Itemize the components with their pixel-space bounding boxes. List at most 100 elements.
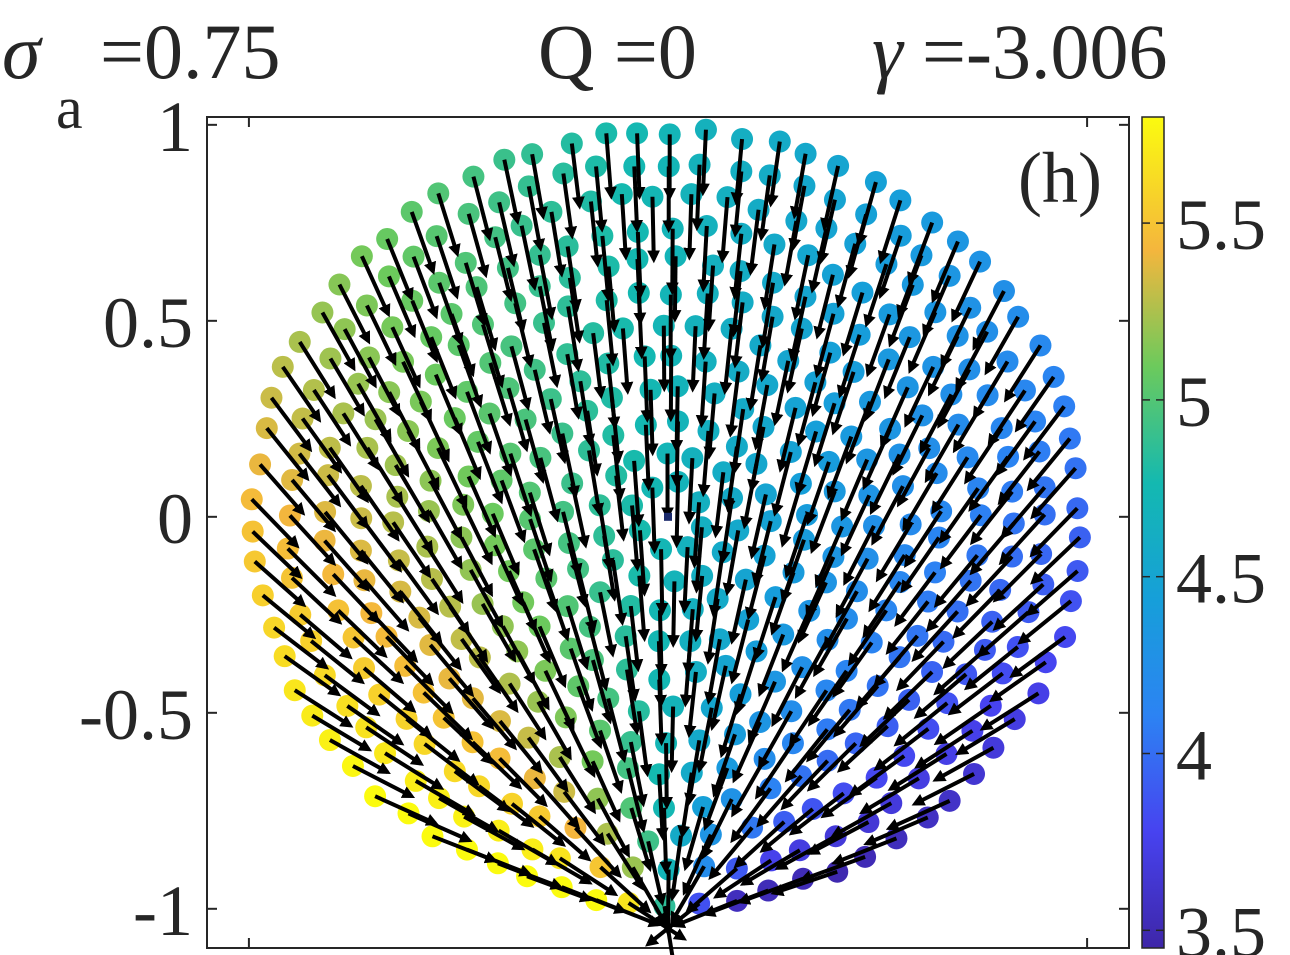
vector-arrow <box>840 458 870 522</box>
vector-arrow <box>320 311 356 372</box>
vector-arrow <box>588 201 603 268</box>
vector-arrow <box>747 493 768 560</box>
vector-arrow <box>683 194 697 261</box>
vector-arrow <box>453 769 511 813</box>
vector-arrows <box>250 129 1082 955</box>
vector-arrow <box>895 640 945 692</box>
vector-arrow <box>466 213 490 279</box>
vector-arrow <box>683 458 696 525</box>
vector-arrow <box>877 235 903 300</box>
vector-arrow <box>862 580 902 639</box>
vector-arrow <box>830 371 856 436</box>
vector-arrow <box>281 365 322 423</box>
vector-arrow <box>765 141 782 208</box>
colorbar <box>1141 116 1165 949</box>
vector-arrow <box>628 605 644 673</box>
colorbar-tick-label: 5 <box>1176 362 1212 442</box>
vector-arrow <box>587 450 605 517</box>
vector-arrow <box>859 776 920 815</box>
vector-arrow <box>835 557 870 619</box>
panel-label: (h) <box>1018 138 1102 218</box>
vector-arrow <box>873 727 930 771</box>
vector-arrow <box>885 799 951 831</box>
vector-arrow <box>922 275 952 338</box>
vector-arrow <box>526 736 569 793</box>
vector-arrow <box>771 666 805 728</box>
vector-arrow <box>362 578 410 632</box>
vector-arrow <box>631 866 667 926</box>
vector-arrow <box>499 479 527 544</box>
vector-arrow <box>759 244 777 311</box>
vector-arrow <box>942 620 994 669</box>
vector-arrow <box>578 380 596 448</box>
vector-arrow <box>992 552 1043 603</box>
vector-arrow <box>537 254 557 321</box>
vector-arrow <box>831 836 898 866</box>
vector-arrow <box>548 398 569 465</box>
vector-arrow <box>646 840 667 907</box>
vector-arrow <box>411 255 439 320</box>
vector-arrow <box>251 530 303 580</box>
vector-arrow <box>360 255 391 318</box>
vector-arrow <box>707 665 728 731</box>
vector-arrow <box>323 673 381 717</box>
vector-arrow <box>544 577 571 642</box>
vector-arrow <box>265 426 310 482</box>
vector-arrow <box>627 901 687 941</box>
vector-arrow <box>471 740 523 790</box>
vector-arrow <box>678 547 692 614</box>
vector-arrow <box>963 645 1020 691</box>
vector-arrow <box>739 848 801 886</box>
vector-arrow <box>655 774 669 841</box>
vector-arrow <box>463 262 488 327</box>
vector-arrow <box>987 389 1027 447</box>
vector-arrow <box>286 547 337 598</box>
vector-arrow <box>298 613 353 660</box>
vector-arrow <box>695 361 709 429</box>
vector-arrow <box>809 352 833 417</box>
vector-arrow <box>290 576 343 625</box>
vector-arrow <box>323 539 370 592</box>
vector-arrow <box>576 685 604 750</box>
vector-arrow <box>336 608 388 659</box>
vector-arrow <box>679 640 693 708</box>
vector-arrow <box>573 826 622 879</box>
vector-arrow <box>1009 635 1067 679</box>
data-point <box>556 235 579 258</box>
vector-arrow <box>757 633 786 697</box>
vector-arrow <box>510 802 567 847</box>
vector-arrow <box>1025 569 1079 617</box>
vector-arrow <box>907 221 935 286</box>
vector-arrow <box>947 671 1004 716</box>
vector-arrow <box>326 473 369 530</box>
colorbar-tick-label: 3.5 <box>1176 892 1266 955</box>
vector-arrow <box>668 256 682 323</box>
vector-arrow <box>788 791 845 836</box>
vector-arrow <box>288 514 337 566</box>
vector-arrow <box>798 854 866 883</box>
vector-arrow <box>667 581 680 648</box>
vector-arrow <box>727 579 748 645</box>
vector-arrow <box>623 635 640 703</box>
vector-arrow <box>468 568 504 630</box>
vector-arrow <box>328 446 369 504</box>
vector-arrow <box>298 340 336 400</box>
vector-arrow <box>532 369 554 435</box>
vector-arrow <box>604 133 617 200</box>
vector-arrow <box>681 806 705 872</box>
vector-arrow <box>407 811 473 843</box>
vector-arrow <box>261 593 317 640</box>
vector-arrow <box>667 835 684 902</box>
vector-arrow <box>448 605 489 663</box>
vector-arrow <box>794 638 830 699</box>
vector-arrow <box>745 209 761 276</box>
vector-arrow <box>662 905 675 955</box>
center-marker <box>664 512 672 521</box>
vector-arrow <box>823 590 859 651</box>
vector-arrow <box>561 173 578 240</box>
vector-arrow <box>523 418 547 484</box>
vector-arrow <box>914 729 974 769</box>
vector-arrow <box>940 306 973 369</box>
sigma-symbol: σ <box>2 8 43 95</box>
